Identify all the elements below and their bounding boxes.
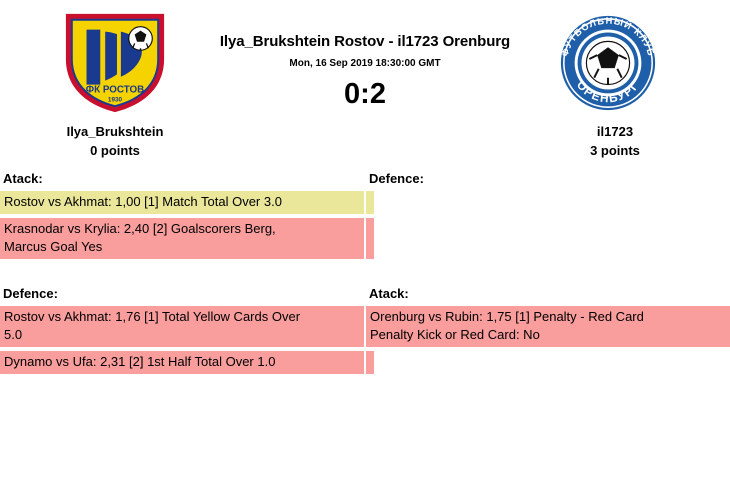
bet-section-lower: Defence: Atack: Rostov vs Akhmat: 1,76 [… — [0, 285, 730, 374]
away-bet-cell[interactable] — [366, 218, 374, 259]
match-header: ФК РОСТОВ 1930 ФУТБОЛЬНЫЙ КЛУБ ОРЕНБУРГ — [0, 0, 730, 170]
fc-rostov-crest: ФК РОСТОВ 1930 — [55, 8, 175, 116]
table-row: Dynamo vs Ufa: 2,31 [2] 1st Half Total O… — [0, 351, 730, 374]
home-team-points: 0 points — [90, 143, 140, 158]
match-title: Ilya_Brukshtein Rostov - il1723 Orenburg — [219, 33, 511, 50]
away-team-caption: il1723 3 points — [500, 122, 730, 160]
match-summary: Ilya_Brukshtein Rostov - il1723 Orenburg… — [215, 32, 515, 111]
home-bet-cell[interactable]: Rostov vs Akhmat: 1,76 [1] Total Yellow … — [0, 306, 364, 347]
home-bet-cell[interactable]: Dynamo vs Ufa: 2,31 [2] 1st Half Total O… — [0, 351, 364, 374]
match-datetime: Mon, 16 Sep 2019 18:30:00 GMT — [289, 58, 441, 69]
table-row: Rostov vs Akhmat: 1,76 [1] Total Yellow … — [0, 306, 730, 347]
away-section-label: Defence: — [369, 171, 424, 186]
away-team-points: 3 points — [590, 143, 640, 158]
home-team-name: Ilya_Brukshtein — [66, 124, 164, 139]
crest-founded-year: 1930 — [108, 96, 123, 103]
fc-orenburg-crest: ФУТБОЛЬНЫЙ КЛУБ ОРЕНБУРГ — [548, 8, 668, 116]
home-bet-cell[interactable]: Rostov vs Akhmat: 1,00 [1] Match Total O… — [0, 191, 364, 214]
section-upper-labels: Atack: Defence: — [0, 170, 730, 191]
home-bet-cell[interactable]: Krasnodar vs Krylia: 2,40 [2] Goalscorer… — [0, 218, 364, 259]
home-section-label: Atack: — [3, 171, 43, 186]
away-section-label: Atack: — [369, 286, 409, 301]
home-section-label: Defence: — [3, 286, 58, 301]
section-lower-labels: Defence: Atack: — [0, 285, 730, 306]
away-bet-cell[interactable] — [366, 351, 374, 374]
away-bet-cell[interactable] — [366, 191, 374, 214]
away-bet-cell[interactable]: Orenburg vs Rubin: 1,75 [1] Penalty - Re… — [366, 306, 730, 347]
crest-club-name: ФК РОСТОВ — [86, 84, 144, 95]
table-row: Rostov vs Akhmat: 1,00 [1] Match Total O… — [0, 191, 730, 214]
table-row: Krasnodar vs Krylia: 2,40 [2] Goalscorer… — [0, 218, 730, 259]
match-score: 0:2 — [344, 78, 386, 110]
home-team-caption: Ilya_Brukshtein 0 points — [0, 122, 230, 160]
away-team-name: il1723 — [596, 124, 634, 139]
bet-section-upper: Atack: Defence: Rostov vs Akhmat: 1,00 [… — [0, 170, 730, 259]
